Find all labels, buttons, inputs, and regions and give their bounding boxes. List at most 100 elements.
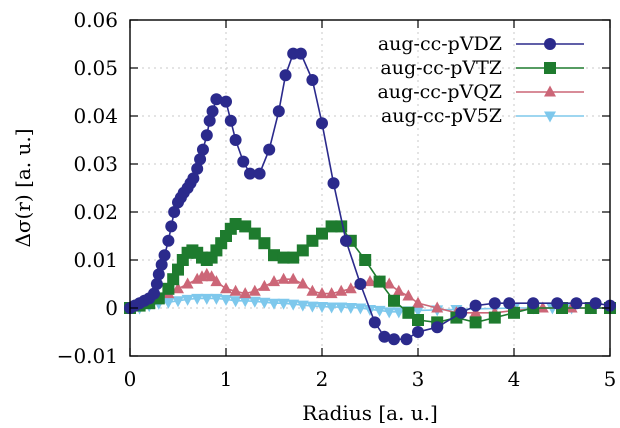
data-point bbox=[316, 117, 328, 130]
data-point bbox=[206, 105, 219, 118]
data-point bbox=[239, 287, 252, 299]
data-point bbox=[172, 263, 184, 276]
x-tick-label: 5 bbox=[604, 367, 617, 391]
data-point bbox=[263, 143, 276, 156]
data-point bbox=[373, 305, 386, 317]
data-point bbox=[229, 134, 242, 146]
legend-entry: aug-cc-pV5Z bbox=[381, 105, 584, 127]
data-point bbox=[279, 69, 292, 82]
data-point bbox=[431, 301, 444, 313]
data-point bbox=[354, 278, 367, 290]
data-point bbox=[277, 272, 290, 284]
data-point bbox=[508, 306, 520, 319]
x-tick-label: 0 bbox=[124, 367, 137, 391]
legend-label: aug-cc-pVTZ bbox=[380, 57, 502, 79]
data-point bbox=[373, 275, 386, 288]
x-tick-label: 1 bbox=[220, 367, 233, 391]
data-point bbox=[551, 297, 564, 310]
y-tick-label: 0.05 bbox=[73, 56, 118, 80]
data-point bbox=[402, 289, 415, 301]
data-point bbox=[258, 237, 271, 250]
x-tick-label: 3 bbox=[412, 367, 425, 391]
data-point bbox=[325, 287, 338, 299]
x-axis-title: Radius [a. u.] bbox=[302, 401, 438, 425]
legend-label: aug-cc-pVQZ bbox=[377, 81, 502, 103]
data-point bbox=[412, 314, 424, 326]
data-point bbox=[165, 220, 178, 233]
legend-label: aug-cc-pVDZ bbox=[378, 33, 502, 55]
data-point bbox=[316, 302, 328, 314]
data-point bbox=[359, 254, 372, 266]
plot-frame bbox=[129, 19, 611, 357]
data-point bbox=[150, 278, 163, 290]
data-point bbox=[224, 114, 237, 127]
data-point bbox=[268, 249, 280, 262]
plot-series bbox=[124, 47, 616, 346]
data-point bbox=[340, 234, 352, 247]
y-axis-title: Δσ(r) [a. u.] bbox=[11, 128, 35, 247]
legend-entry: aug-cc-pVQZ bbox=[377, 81, 584, 103]
legend-label: aug-cc-pV5Z bbox=[381, 105, 502, 127]
data-point bbox=[172, 296, 184, 308]
data-point bbox=[200, 293, 213, 305]
y-tick-label: 0 bbox=[105, 296, 118, 320]
data-point bbox=[488, 297, 501, 310]
data-point bbox=[172, 282, 184, 294]
data-point bbox=[388, 333, 400, 346]
data-point bbox=[354, 303, 367, 315]
data-point bbox=[392, 284, 405, 296]
legend-entry: aug-cc-pVDZ bbox=[378, 33, 584, 55]
data-point bbox=[364, 275, 376, 287]
data-point bbox=[431, 321, 444, 334]
legend-marker bbox=[544, 38, 556, 50]
data-point bbox=[210, 293, 223, 305]
data-point bbox=[527, 297, 540, 310]
data-point bbox=[412, 305, 424, 317]
data-point bbox=[294, 47, 307, 60]
data-point bbox=[296, 300, 309, 312]
data-point bbox=[536, 301, 549, 313]
data-point bbox=[306, 234, 319, 247]
data-point bbox=[565, 301, 578, 313]
data-point bbox=[402, 306, 415, 319]
data-point bbox=[378, 330, 391, 343]
data-point bbox=[570, 297, 583, 310]
data-point bbox=[306, 301, 319, 313]
data-point bbox=[296, 244, 309, 257]
data-point bbox=[287, 272, 300, 284]
data-point bbox=[400, 333, 413, 346]
data-point bbox=[258, 297, 271, 309]
data-point bbox=[162, 282, 175, 295]
y-tick-label: 0.01 bbox=[73, 248, 118, 272]
data-point bbox=[203, 114, 216, 127]
data-point bbox=[306, 74, 319, 86]
data-point bbox=[287, 299, 300, 311]
data-point bbox=[239, 296, 252, 308]
y-tick-label: 0.04 bbox=[73, 104, 118, 128]
data-point bbox=[412, 296, 424, 308]
data-point bbox=[200, 129, 213, 142]
legend: aug-cc-pVDZaug-cc-pVTZaug-cc-pVQZaug-cc-… bbox=[377, 33, 584, 127]
series-aug-cc-pVDZ bbox=[124, 47, 616, 346]
data-point bbox=[148, 287, 160, 300]
x-tick-label: 4 bbox=[508, 367, 521, 391]
data-point bbox=[287, 251, 300, 264]
legend-marker bbox=[544, 111, 556, 123]
data-point bbox=[187, 172, 200, 185]
data-point bbox=[488, 311, 501, 324]
data-point bbox=[253, 167, 266, 180]
data-point bbox=[220, 282, 232, 294]
data-point bbox=[277, 298, 290, 310]
data-point bbox=[344, 303, 357, 315]
data-point bbox=[383, 307, 396, 319]
data-point bbox=[316, 287, 328, 299]
data-point bbox=[220, 294, 232, 306]
data-point bbox=[162, 297, 175, 309]
data-point bbox=[503, 297, 516, 310]
data-point bbox=[383, 277, 396, 289]
data-point bbox=[229, 218, 242, 230]
data-point bbox=[388, 294, 400, 307]
data-point bbox=[268, 298, 280, 310]
data-point bbox=[196, 143, 209, 156]
